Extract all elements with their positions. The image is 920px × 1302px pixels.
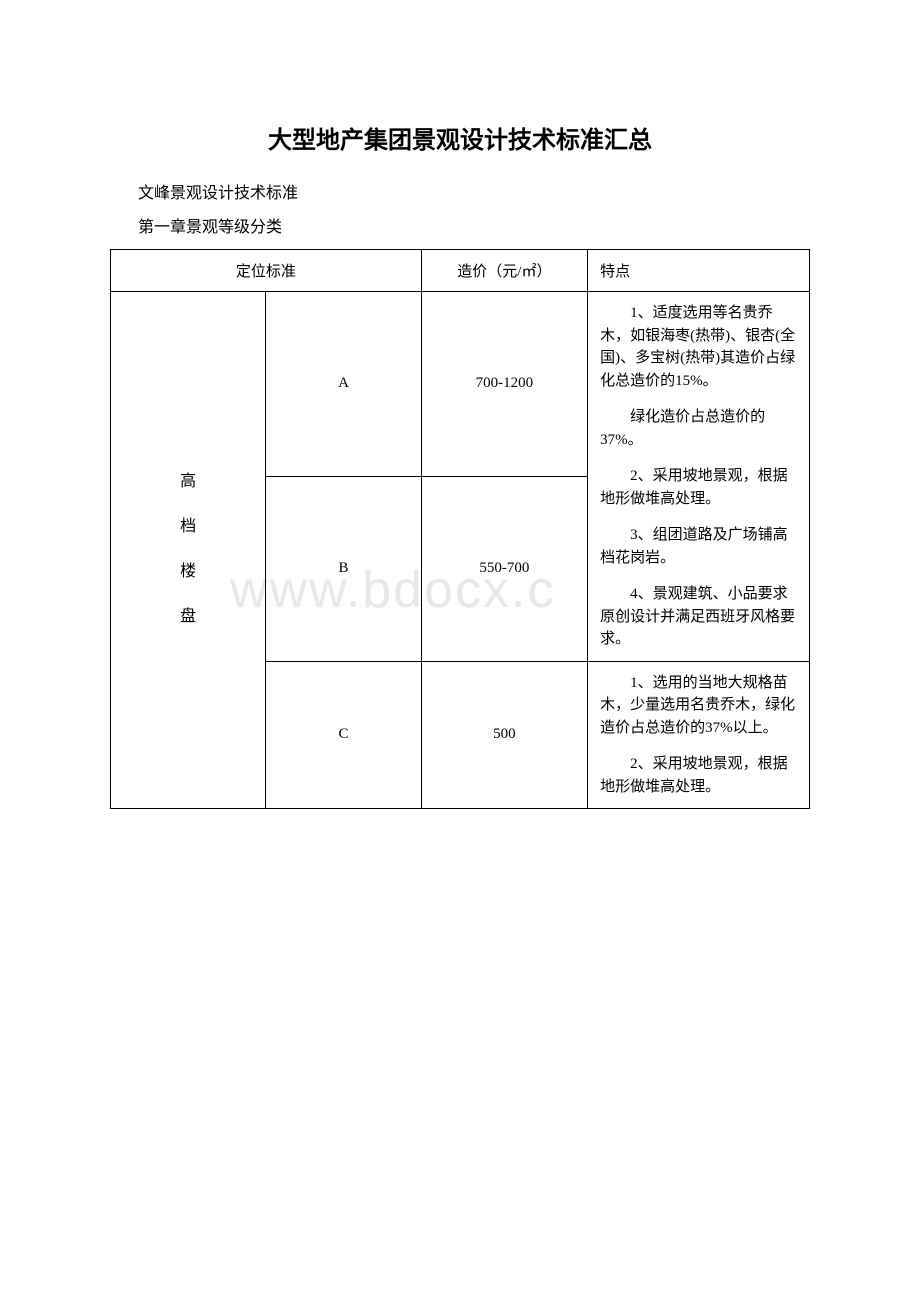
category-char-4: 盘 xyxy=(123,595,253,640)
category-char-2: 档 xyxy=(123,505,253,550)
subtitle-2: 第一章景观等级分类 xyxy=(110,213,810,237)
standards-table: 定位标准 造价（元/㎡） 特点 高 档 楼 盘 A 700-1200 1、适度选… xyxy=(110,249,810,809)
feature-para: 4、景观建筑、小品要求原创设计并满足西班牙风格要求。 xyxy=(600,583,797,651)
feature-para: 1、选用的当地大规格苗木，少量选用名贵乔木，绿化造价占总造价的37%以上。 xyxy=(600,672,797,740)
header-standard: 定位标准 xyxy=(111,250,422,292)
feature-cell-ab: 1、适度选用等名贵乔木，如银海枣(热带)、银杏(全国)、多宝树(热带)其造价占绿… xyxy=(588,292,810,662)
feature-para: 2、采用坡地景观，根据地形做堆高处理。 xyxy=(600,753,797,798)
feature-para: 1、适度选用等名贵乔木，如银海枣(热带)、银杏(全国)、多宝树(热带)其造价占绿… xyxy=(600,302,797,392)
category-char-3: 楼 xyxy=(123,550,253,595)
category-cell: 高 档 楼 盘 xyxy=(111,292,266,809)
header-feature: 特点 xyxy=(588,250,810,292)
price-cell: 700-1200 xyxy=(421,292,587,477)
feature-cell-c: 1、选用的当地大规格苗木，少量选用名贵乔木，绿化造价占总造价的37%以上。 2、… xyxy=(588,661,810,809)
grade-cell: B xyxy=(266,476,421,661)
price-cell: 550-700 xyxy=(421,476,587,661)
document-content: 大型地产集团景观设计技术标准汇总 文峰景观设计技术标准 第一章景观等级分类 定位… xyxy=(110,120,810,809)
category-char-1: 高 xyxy=(123,460,253,505)
subtitle-1: 文峰景观设计技术标准 xyxy=(110,179,810,203)
document-title: 大型地产集团景观设计技术标准汇总 xyxy=(110,120,810,155)
grade-cell: A xyxy=(266,292,421,477)
price-cell: 500 xyxy=(421,661,587,809)
grade-cell: C xyxy=(266,661,421,809)
table-row: 高 档 楼 盘 A 700-1200 1、适度选用等名贵乔木，如银海枣(热带)、… xyxy=(111,292,810,477)
table-header-row: 定位标准 造价（元/㎡） 特点 xyxy=(111,250,810,292)
feature-para: 2、采用坡地景观，根据地形做堆高处理。 xyxy=(600,465,797,510)
feature-para: 绿化造价占总造价的37%。 xyxy=(600,406,797,451)
feature-para: 3、组团道路及广场铺高档花岗岩。 xyxy=(600,524,797,569)
header-price: 造价（元/㎡） xyxy=(421,250,587,292)
